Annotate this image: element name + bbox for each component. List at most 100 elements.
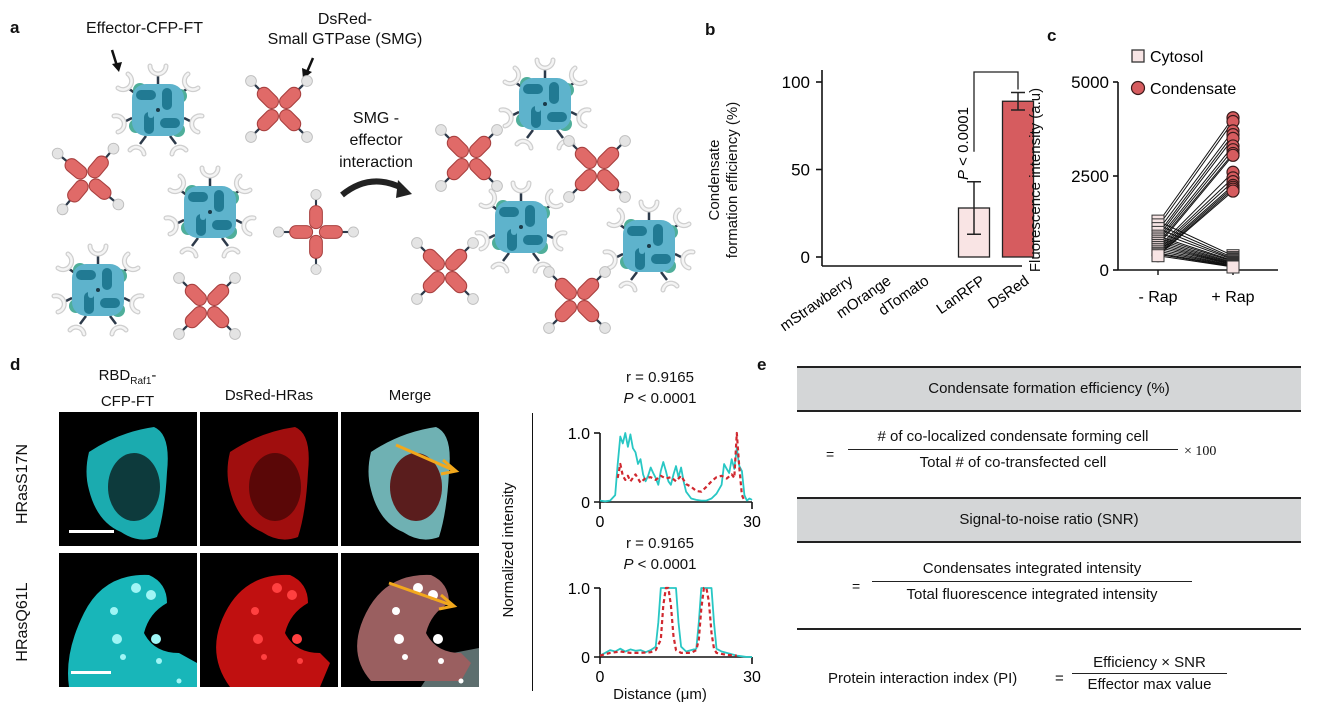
smg-label-line2: Small GTPase (SMG) (267, 31, 423, 48)
y-tick-label: 0 (581, 650, 590, 667)
smg-molecule (272, 188, 360, 276)
legend-cytosol-label: Cytosol (1150, 49, 1203, 66)
pi-equals: = (1055, 670, 1064, 687)
divider (797, 628, 1301, 630)
pair-line (1157, 153, 1234, 244)
effector-molecule (166, 168, 254, 256)
image-s17n-cfp (59, 412, 197, 546)
interaction-line2: effector (349, 132, 403, 149)
smg-molecule (142, 241, 272, 371)
chart-c: 0 2500 5000 - Rap + Rap Cytosol Condensate (1071, 49, 1278, 306)
pair-line (1157, 138, 1234, 238)
y-tick-label: 5000 (1071, 73, 1109, 92)
x-tick-label: 0 (596, 514, 605, 531)
pair-line (1157, 149, 1234, 242)
series-cyan-line (599, 432, 753, 503)
col-header-merge: Merge (388, 387, 432, 404)
scale-bar (69, 530, 114, 533)
legend-condensate-label: Condensate (1150, 81, 1236, 98)
cytosol-point (1151, 249, 1165, 263)
smg-label-line1: DsRed- (317, 11, 373, 28)
effector-in-condensate (477, 183, 565, 271)
y-tick-label: 1.0 (568, 426, 590, 443)
bottom-plot-r: r = 0.9165 (626, 535, 694, 552)
row-label-q61l: HRasQ61L (14, 582, 31, 662)
effector-in-condensate (501, 60, 589, 148)
smg-molecule (23, 114, 153, 244)
efficiency-header: Condensate formation efficiency (%) (797, 366, 1301, 412)
fraction-bar (872, 581, 1192, 582)
pair-line (1157, 145, 1234, 240)
line-profile-arrow (388, 581, 452, 607)
snr-header: Signal-to-noise ratio (SNR) (797, 497, 1301, 543)
pair-line (1157, 241, 1234, 264)
pair-line (1157, 171, 1234, 248)
y-tick-label: 0 (801, 248, 810, 267)
series-cyan-line (599, 587, 752, 658)
series-red-line (599, 586, 737, 657)
legend-condensate-marker (1130, 80, 1146, 96)
bar (1001, 100, 1035, 258)
y-tick-label: 50 (791, 161, 810, 180)
smg-molecule (214, 44, 344, 174)
pair-line (1157, 235, 1234, 262)
pair-line (1157, 130, 1234, 231)
chart-b-ylabel: Condensate formation efficiency (%) (706, 80, 742, 280)
pointer-arrow-effector (110, 49, 122, 72)
x-tick-label: 30 (743, 669, 761, 686)
bottom-plot-p: P < 0.0001 (580, 556, 740, 573)
pair-line (1157, 117, 1234, 224)
pi-numerator: Efficiency × SNR (1093, 654, 1206, 671)
interaction-arrow (340, 178, 412, 198)
pair-line (1157, 220, 1234, 257)
efficiency-numerator: # of co-localized condensate forming cel… (877, 428, 1149, 445)
effector-label: Effector-CFP-FT (86, 20, 204, 37)
line-ylabel: Normalized intensity (500, 482, 517, 618)
efficiency-equals: = (826, 446, 835, 462)
panel-c-label: c (1047, 26, 1057, 45)
y-tick-label: 2500 (1071, 167, 1109, 186)
bottom-plot-p-italic: P (623, 556, 634, 573)
fraction-bar (848, 449, 1178, 450)
pair-line (1157, 228, 1234, 260)
significance-label: P < 0.0001 (955, 107, 972, 180)
line-ylabel-bar (532, 413, 533, 691)
col-header-rbd-main: RBD (98, 367, 131, 384)
top-plot-r: r = 0.9165 (626, 369, 694, 386)
line-plot-bottom: 1.0 00 30 (568, 581, 761, 686)
x-tick-label: + Rap (1211, 289, 1254, 306)
y-tick-label: 1.0 (568, 581, 590, 598)
col-header-rbd-line2: CFP-FT (100, 393, 155, 410)
smg-in-condensate (380, 206, 510, 336)
bottom-plot-p-rest: < 0.0001 (633, 556, 697, 573)
chart-b-ylabel-line2: formation efficiency (%) (724, 101, 741, 259)
image-s17n-merge (341, 412, 479, 546)
pair-line (1157, 253, 1234, 268)
efficiency-multiplier: × 100 (1184, 444, 1217, 459)
pi-denominator: Effector max value (1087, 676, 1212, 693)
pair-line (1157, 121, 1234, 228)
cytosol-point (1226, 260, 1240, 274)
image-q61l-dsred (200, 553, 338, 687)
col-header-rbd: RBDRaf1- CFP-FT (60, 366, 195, 412)
efficiency-denominator: Total # of co-transfected cell (919, 454, 1107, 471)
snr-numerator: Condensates integrated intensity (922, 560, 1142, 577)
pair-line (1157, 243, 1234, 265)
top-plot-p-italic: P (623, 390, 634, 407)
pair-line (1157, 224, 1234, 259)
condensate-point (1226, 184, 1240, 198)
image-s17n-dsred (200, 412, 338, 546)
y-tick-label: 0 (581, 495, 590, 512)
effector-molecule (54, 246, 142, 334)
pair-line (1157, 239, 1234, 263)
top-plot-p: P < 0.0001 (580, 390, 740, 407)
snr-denominator: Total fluorescence integrated intensity (906, 586, 1158, 603)
pair-line (1157, 185, 1234, 253)
line-plot-top: 1.0 00 30 (568, 426, 761, 531)
interaction-line1: SMG - (352, 110, 400, 127)
panel-d-label: d (10, 355, 21, 374)
interaction-label: SMG - effector interaction (326, 108, 426, 174)
chart-b-ylabel-line1: Condensate (706, 139, 723, 221)
efficiency-fraction: # of co-localized condensate forming cel… (848, 428, 1178, 471)
